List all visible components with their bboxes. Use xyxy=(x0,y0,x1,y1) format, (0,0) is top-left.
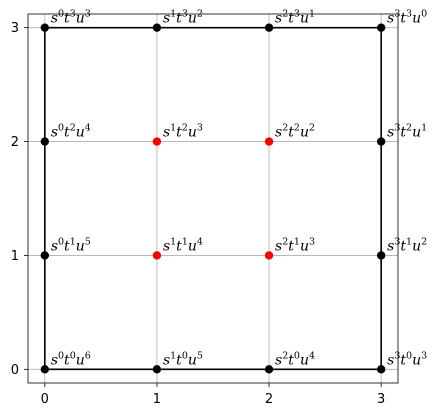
data-point xyxy=(152,23,162,32)
data-point xyxy=(264,137,274,146)
point-label: s2​t0​u4​ xyxy=(275,350,315,368)
y-tick-label: 2 xyxy=(11,135,19,150)
data-point xyxy=(376,365,386,374)
x-tick-label: 3 xyxy=(377,392,385,407)
data-point xyxy=(376,23,386,32)
y-tick-label: 0 xyxy=(11,363,19,378)
data-point xyxy=(40,137,50,146)
data-point xyxy=(152,137,162,146)
y-tick-label: 1 xyxy=(11,249,19,264)
data-point xyxy=(40,23,50,32)
point-label: s0​t1​u5​ xyxy=(51,236,91,254)
data-point xyxy=(264,23,274,32)
axes-frame xyxy=(27,13,399,384)
point-label: s1​t1​u4​ xyxy=(163,236,203,254)
point-label: s3​t0​u3​ xyxy=(387,350,427,368)
point-label: s3​t1​u2​ xyxy=(387,236,427,254)
data-point xyxy=(376,251,386,260)
point-label: s0​t0​u6​ xyxy=(51,350,91,368)
point-label: s1​t2​u3​ xyxy=(163,123,203,141)
data-point xyxy=(40,365,50,374)
data-point xyxy=(152,365,162,374)
point-label: s2​t2​u2​ xyxy=(275,123,315,141)
axis-ticks: 0 1 2 3 0 1 2 3 xyxy=(11,21,386,407)
point-label: s2​t1​u3​ xyxy=(275,236,315,254)
data-point xyxy=(40,251,50,260)
data-point xyxy=(152,251,162,260)
y-tick-label: 3 xyxy=(11,21,19,36)
x-tick-label: 0 xyxy=(41,392,49,407)
data-point xyxy=(264,365,274,374)
point-label: s1​t0​u5​ xyxy=(163,350,203,368)
data-points xyxy=(40,23,386,374)
x-tick-label: 2 xyxy=(265,392,273,407)
point-label: s3​t2​u1​ xyxy=(387,123,427,141)
point-labels: s0​t3​u3​s1​t3​u2​s2​t3​u1​s3​t3​u0​s0​t… xyxy=(51,9,427,369)
x-tick-label: 1 xyxy=(153,392,161,407)
data-point xyxy=(264,251,274,260)
point-label: s0​t2​u4​ xyxy=(51,123,91,141)
data-point xyxy=(376,137,386,146)
